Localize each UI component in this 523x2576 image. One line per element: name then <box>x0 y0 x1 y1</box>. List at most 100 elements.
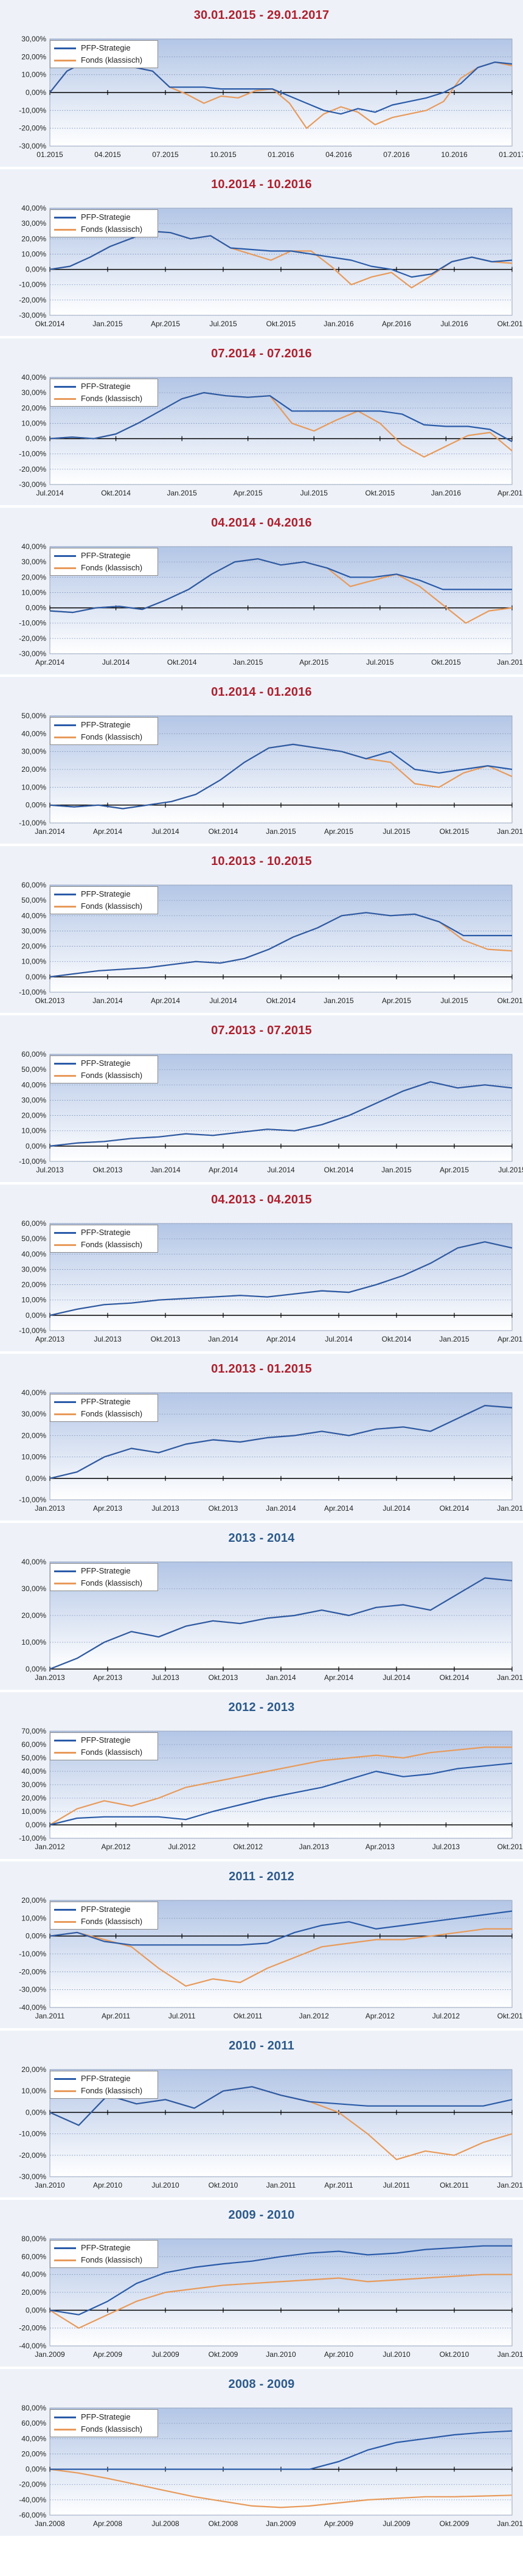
chart-panel: 60,00% 50,00% 40,00% 30,00% 20,00% 10,00% 0,00… <box>0 1015 523 1185</box>
x-tick-label: Okt.2012 <box>497 2012 523 2020</box>
x-tick-label: Okt.2014 <box>101 489 131 497</box>
x-tick-label: Jul.2014 <box>209 996 237 1005</box>
y-tick-label: 30,00% <box>21 926 46 935</box>
legend-item-fund: Fonds (klassisch) <box>54 1069 154 1082</box>
chart-legend: PFP-Strategie Fonds (klassisch) <box>50 40 158 68</box>
y-tick-label: 30,00% <box>21 35 46 43</box>
x-tick-label: Okt.2013 <box>209 1504 238 1513</box>
chart-title: 2011 - 2012 <box>229 1870 294 1883</box>
x-tick-label: Jul.2010 <box>383 2350 410 2359</box>
legend-swatch <box>54 1570 76 1572</box>
legend-swatch <box>54 736 76 738</box>
legend-label: PFP-Strategie <box>81 1059 131 1068</box>
y-tick-label: 20,00% <box>21 765 46 774</box>
x-tick-label: Apr.2014 <box>324 1504 353 1513</box>
chart-title: 2013 - 2014 <box>228 1531 295 1545</box>
x-tick-label: Apr.2009 <box>93 2350 122 2359</box>
legend-item-fund: Fonds (klassisch) <box>54 223 154 236</box>
chart-legend: PFP-Strategie Fonds (klassisch) <box>50 1563 158 1591</box>
y-tick-label: 10,00% <box>21 1127 46 1135</box>
chart-svg: 40,00%30,00%20,00%10,00%0,00%-10,00%Jan.… <box>19 1388 523 1513</box>
legend-label: Fonds (klassisch) <box>81 1071 143 1080</box>
chart-legend: PFP-Strategie Fonds (klassisch) <box>50 886 158 914</box>
y-tick-label: 20,00% <box>21 2065 46 2074</box>
y-tick-label: 0,00% <box>26 801 46 810</box>
x-tick-label: Jul.2009 <box>151 2350 179 2359</box>
legend-item-fund: Fonds (klassisch) <box>54 731 154 743</box>
y-tick-label: 10,00% <box>21 957 46 966</box>
x-tick-label: Okt.2014 <box>167 658 197 667</box>
legend-item-fund: Fonds (klassisch) <box>54 393 154 405</box>
y-tick-label: 60,00% <box>21 1219 46 1228</box>
y-tick-label: 0,00% <box>26 1142 46 1150</box>
x-tick-label: Apr.2013 <box>365 1843 395 1851</box>
y-tick-label: 10,00% <box>21 2087 46 2095</box>
x-tick-label: Okt.2011 <box>440 2181 469 2189</box>
x-tick-label: 07.2015 <box>152 150 179 159</box>
series-line-strategy <box>49 1081 513 1147</box>
x-tick-label: Jan.2016 <box>497 658 523 667</box>
y-tick-label: 40,00% <box>21 1080 46 1089</box>
y-tick-label: -30,00% <box>19 649 46 658</box>
y-tick-label: -20,00% <box>19 124 46 133</box>
chart-legend: PFP-Strategie Fonds (klassisch) <box>50 548 158 576</box>
legend-swatch <box>54 397 76 400</box>
chart-svg: 70,00% 60,00% 50,00% 40,00% 30,00% 20,00% 10,0… <box>19 1727 523 1851</box>
y-tick-label: -10,00% <box>19 1834 46 1843</box>
legend-swatch <box>54 724 76 726</box>
y-tick-label: 40,00% <box>21 1767 46 1776</box>
y-tick-label: -30,00% <box>19 311 46 320</box>
legend-label: PFP-Strategie <box>81 1228 131 1237</box>
chart-legend: PFP-Strategie Fonds (klassisch) <box>50 379 158 407</box>
y-tick-label: 0,00% <box>26 1932 46 1941</box>
x-tick-label: Jul.2014 <box>383 1673 410 1682</box>
legend-label: Fonds (klassisch) <box>81 55 143 65</box>
legend-item-fund: Fonds (klassisch) <box>54 2423 154 2435</box>
x-tick-label: Jan.2010 <box>35 2181 65 2189</box>
x-tick-label: Jan.2015 <box>497 1673 523 1682</box>
x-tick-label: 07.2016 <box>383 150 410 159</box>
y-tick-label: -20,00% <box>19 1967 46 1976</box>
legend-swatch <box>54 1413 76 1415</box>
legend-item-strategy: PFP-Strategie <box>54 719 154 731</box>
chart-legend: PFP-Strategie Fonds (klassisch) <box>50 209 158 237</box>
y-tick-label: 20,00% <box>21 573 46 581</box>
x-tick-label: Jan.2015 <box>233 658 263 667</box>
x-tick-label: Apr.2015 <box>324 827 353 836</box>
legend-label: PFP-Strategie <box>81 1397 131 1406</box>
series-line-strategy <box>49 1910 513 1946</box>
y-tick-label: 20,00% <box>21 234 46 243</box>
legend-swatch <box>54 1739 76 1741</box>
chart-panel: 40,00% 30,00% 20,00% 10,00% 0,00% -10,00% -20,… <box>0 169 523 338</box>
legend-swatch <box>54 1074 76 1077</box>
y-tick-label: -10,00% <box>19 281 46 289</box>
x-tick-label: Apr.2011 <box>324 2181 353 2189</box>
x-tick-label: Jan.2015 <box>266 827 296 836</box>
legend-item-fund: Fonds (klassisch) <box>54 900 154 912</box>
y-tick-label: 20,00% <box>21 1281 46 1289</box>
x-tick-label: Jan.2014 <box>208 1335 238 1343</box>
x-tick-label: Jan.2015 <box>497 1504 523 1513</box>
legend-swatch <box>54 555 76 557</box>
y-tick-label: 0,00% <box>26 604 46 612</box>
legend-label: Fonds (klassisch) <box>81 2424 143 2434</box>
legend-item-strategy: PFP-Strategie <box>54 1903 154 1916</box>
x-tick-label: Apr.2010 <box>93 2181 122 2189</box>
x-tick-label: Apr.2014 <box>209 1166 238 1174</box>
chart-legend: PFP-Strategie Fonds (klassisch) <box>50 717 158 745</box>
chart-legend: PFP-Strategie Fonds (klassisch) <box>50 2409 158 2437</box>
x-tick-label: Okt.2014 <box>266 996 296 1005</box>
y-tick-label: 10,00% <box>21 783 46 791</box>
legend-swatch <box>54 2077 76 2080</box>
x-tick-label: Jul.2008 <box>151 2519 179 2528</box>
x-tick-label: Jul.2011 <box>168 2012 196 2020</box>
chart-svg: 40,00% 30,00% 20,00% 10,00% 0,00%Jan.2013 Apr… <box>21 1558 523 1682</box>
legend-item-strategy: PFP-Strategie <box>54 1565 154 1577</box>
y-tick-label: 0,00% <box>26 2306 46 2314</box>
x-tick-label: Jan.2009 <box>266 2519 296 2528</box>
x-tick-label: Okt.2015 <box>431 658 461 667</box>
x-tick-label: Jan.2014 <box>150 1166 181 1174</box>
y-tick-label: -20,00% <box>19 634 46 643</box>
y-tick-label: -10,00% <box>19 1326 46 1335</box>
legend-swatch <box>54 1231 76 1234</box>
